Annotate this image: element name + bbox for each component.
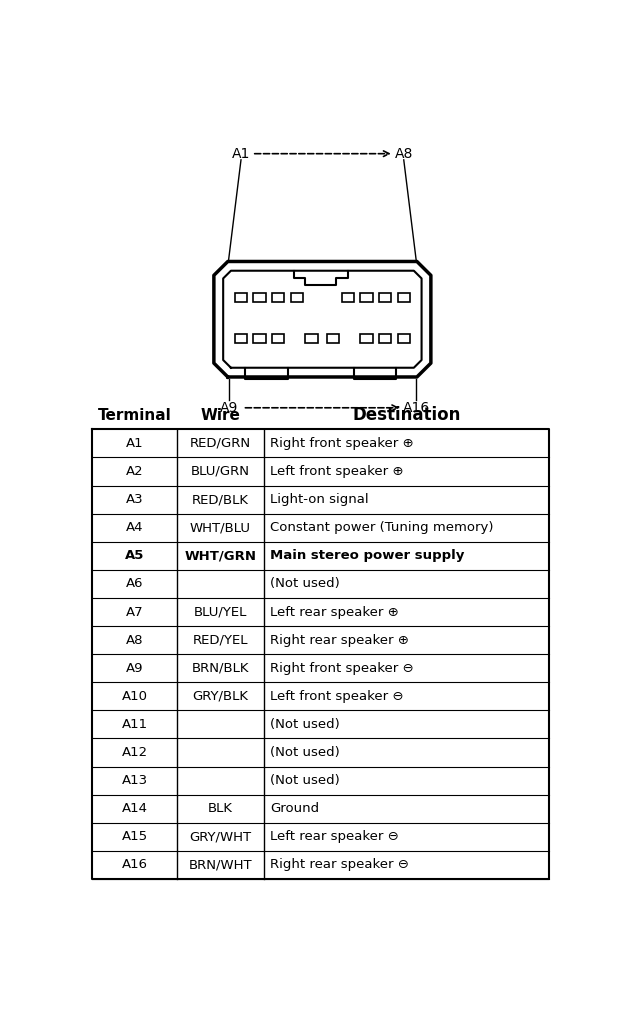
Text: BRN/WHT: BRN/WHT (188, 858, 252, 871)
Text: Right front speaker ⊕: Right front speaker ⊕ (270, 437, 414, 450)
Text: A9: A9 (126, 662, 143, 675)
Text: (Not used): (Not used) (270, 718, 340, 731)
Bar (305, 334, 318, 343)
Text: A16: A16 (121, 858, 148, 871)
Text: WHT/GRN: WHT/GRN (184, 549, 256, 562)
Bar (272, 334, 284, 343)
Text: Right rear speaker ⊖: Right rear speaker ⊖ (270, 858, 409, 871)
Bar (254, 334, 266, 343)
Text: A3: A3 (126, 494, 143, 506)
Text: Ground: Ground (270, 802, 319, 815)
Text: Light-on signal: Light-on signal (270, 494, 369, 506)
Text: Left rear speaker ⊖: Left rear speaker ⊖ (270, 830, 399, 844)
Text: Left front speaker ⊖: Left front speaker ⊖ (270, 690, 403, 702)
Text: Destination: Destination (352, 407, 461, 425)
Bar (379, 293, 391, 302)
Text: Terminal: Terminal (98, 408, 172, 423)
Text: BRN/BLK: BRN/BLK (192, 662, 249, 675)
Text: A13: A13 (121, 774, 148, 787)
Text: A7: A7 (126, 605, 143, 618)
Bar (361, 334, 372, 343)
Text: Left front speaker ⊕: Left front speaker ⊕ (270, 465, 403, 478)
Text: Right front speaker ⊖: Right front speaker ⊖ (270, 662, 414, 675)
Bar (398, 293, 410, 302)
Text: A16: A16 (403, 400, 430, 415)
Text: Left rear speaker ⊕: Left rear speaker ⊕ (270, 605, 399, 618)
Text: (Not used): (Not used) (270, 578, 340, 591)
Bar (327, 334, 339, 343)
Text: GRY/BLK: GRY/BLK (192, 690, 249, 702)
Text: A5: A5 (125, 549, 144, 562)
Text: A11: A11 (121, 718, 148, 731)
Text: RED/GRN: RED/GRN (190, 437, 251, 450)
Bar (379, 334, 391, 343)
Bar (235, 334, 247, 343)
Text: Right rear speaker ⊕: Right rear speaker ⊕ (270, 634, 409, 646)
Text: A8: A8 (394, 146, 413, 161)
Text: A15: A15 (121, 830, 148, 844)
Text: Constant power (Tuning memory): Constant power (Tuning memory) (270, 521, 493, 535)
Text: RED/YEL: RED/YEL (192, 634, 248, 646)
Bar (254, 293, 266, 302)
Bar (342, 293, 354, 302)
Bar (361, 293, 372, 302)
Text: GRY/WHT: GRY/WHT (189, 830, 251, 844)
Text: A9: A9 (219, 400, 238, 415)
Text: Wire: Wire (200, 408, 240, 423)
Text: A6: A6 (126, 578, 143, 591)
Text: Main stereo power supply: Main stereo power supply (270, 549, 464, 562)
Bar (235, 293, 247, 302)
Text: (Not used): (Not used) (270, 774, 340, 787)
Text: BLU/GRN: BLU/GRN (191, 465, 250, 478)
Text: (Not used): (Not used) (270, 746, 340, 759)
Text: A10: A10 (121, 690, 148, 702)
Text: RED/BLK: RED/BLK (192, 494, 249, 506)
Bar (398, 334, 410, 343)
Polygon shape (214, 261, 431, 377)
Text: A2: A2 (126, 465, 143, 478)
Text: WHT/BLU: WHT/BLU (190, 521, 251, 535)
Text: BLK: BLK (208, 802, 233, 815)
Text: A4: A4 (126, 521, 143, 535)
Text: A1: A1 (232, 146, 250, 161)
Text: BLU/YEL: BLU/YEL (193, 605, 247, 618)
Bar (290, 293, 303, 302)
Text: A12: A12 (121, 746, 148, 759)
Text: A14: A14 (121, 802, 148, 815)
Bar (272, 293, 284, 302)
Text: A8: A8 (126, 634, 143, 646)
Text: A1: A1 (126, 437, 143, 450)
